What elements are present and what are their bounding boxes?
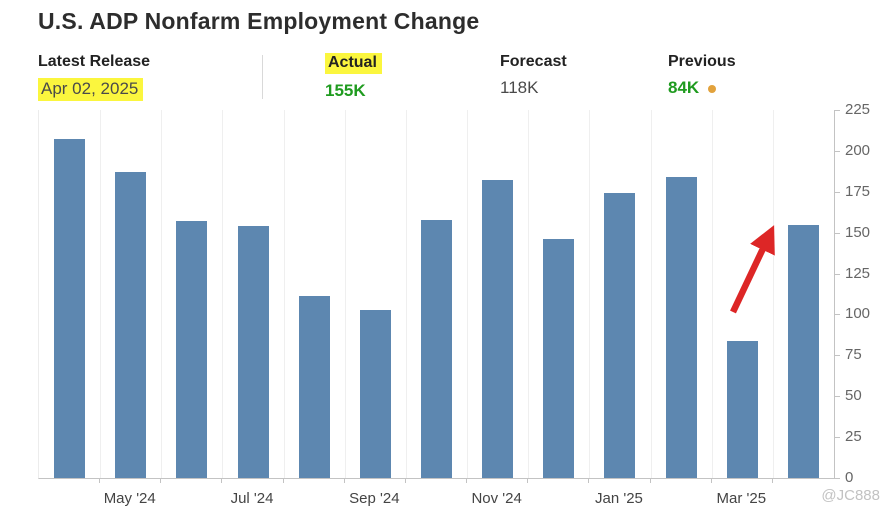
x-axis-tick <box>771 479 773 483</box>
previous-column: Previous 84K <box>668 53 736 98</box>
y-axis-tick <box>834 191 840 193</box>
y-axis-tick <box>834 437 840 439</box>
vertical-gridline <box>772 110 774 478</box>
vertical-gridline <box>589 110 591 478</box>
actual-column: Actual 155K <box>325 53 382 101</box>
x-axis-tick <box>649 479 651 483</box>
y-axis-tick <box>834 110 840 111</box>
bar[interactable] <box>726 340 758 478</box>
y-axis-tick <box>834 355 840 357</box>
bar[interactable] <box>298 296 330 478</box>
x-axis-tick <box>99 479 101 483</box>
y-axis-tick <box>834 314 840 316</box>
bar[interactable] <box>359 309 391 478</box>
x-axis-tick <box>404 479 406 483</box>
x-axis-tick <box>160 479 162 483</box>
x-axis-tick <box>527 479 529 483</box>
y-axis-tick <box>834 478 840 479</box>
y-axis-label: 225 <box>845 101 871 118</box>
vertical-gridline <box>344 110 346 478</box>
previous-label: Previous <box>668 53 736 70</box>
plot-area <box>38 110 835 479</box>
forecast-label: Forecast <box>500 53 567 70</box>
y-axis-label: 125 <box>845 264 871 282</box>
author-handle: @JC888 <box>821 487 880 504</box>
x-axis-label: Jul '24 <box>230 490 274 507</box>
y-axis-tick <box>834 150 840 152</box>
x-axis-label: Sep '24 <box>349 490 400 507</box>
vertical-gridline <box>283 110 285 478</box>
vertical-gridline <box>711 110 713 478</box>
y-axis-tick <box>834 232 840 234</box>
bar[interactable] <box>604 193 636 478</box>
vertical-gridline <box>222 110 224 478</box>
bar[interactable] <box>115 172 147 478</box>
red-arrow-annotation <box>730 225 775 314</box>
y-axis-label: 75 <box>845 346 862 364</box>
y-axis-label: 0 <box>845 469 854 486</box>
previous-value: 84K <box>668 78 700 97</box>
bar[interactable] <box>787 224 819 478</box>
x-axis-tick <box>466 479 468 483</box>
latest-release-date: Apr 02, 2025 <box>38 78 144 101</box>
x-axis-tick <box>221 479 223 483</box>
bar[interactable] <box>54 139 86 478</box>
forecast-value: 118K <box>500 78 539 97</box>
bar-chart: Tiger Community 025507510012515017520022… <box>0 101 896 510</box>
y-axis-label: 25 <box>845 428 862 446</box>
bar[interactable] <box>237 226 269 478</box>
x-axis-label: Nov '24 <box>471 490 522 507</box>
previous-status-dot-icon <box>708 84 717 93</box>
forecast-column: Forecast 118K <box>500 53 567 98</box>
x-axis-label: May '24 <box>103 490 156 507</box>
bar[interactable] <box>482 180 514 478</box>
x-axis-label: Mar '25 <box>716 490 767 507</box>
vertical-gridline <box>405 110 407 478</box>
y-axis-label: 200 <box>845 141 871 159</box>
x-axis-tick <box>710 479 712 483</box>
bar[interactable] <box>421 219 452 478</box>
vertical-gridline <box>467 110 469 478</box>
actual-value: 155K <box>325 81 366 100</box>
bar[interactable] <box>176 221 208 478</box>
header-divider <box>262 55 263 99</box>
latest-release-label: Latest Release <box>38 53 151 70</box>
y-axis-label: 175 <box>845 182 871 200</box>
latest-release-column: Latest Release Apr 02, 2025 <box>38 53 150 101</box>
x-axis-tick <box>343 479 345 483</box>
y-axis-label: 150 <box>845 223 871 241</box>
x-axis-tick <box>282 479 284 483</box>
actual-label: Actual <box>325 53 382 74</box>
x-axis-label: Jan '25 <box>595 490 643 507</box>
vertical-gridline <box>650 110 652 478</box>
vertical-gridline <box>100 110 102 478</box>
bar[interactable] <box>665 177 697 478</box>
vertical-gridline <box>161 110 163 478</box>
x-axis-tick <box>588 479 590 483</box>
bar[interactable] <box>543 239 575 478</box>
y-axis-label: 50 <box>845 387 862 405</box>
y-axis-tick <box>834 273 840 275</box>
y-axis-label: 100 <box>845 305 871 323</box>
page-title: U.S. ADP Nonfarm Employment Change <box>38 8 480 34</box>
y-axis-tick <box>834 396 840 398</box>
vertical-gridline <box>528 110 530 478</box>
